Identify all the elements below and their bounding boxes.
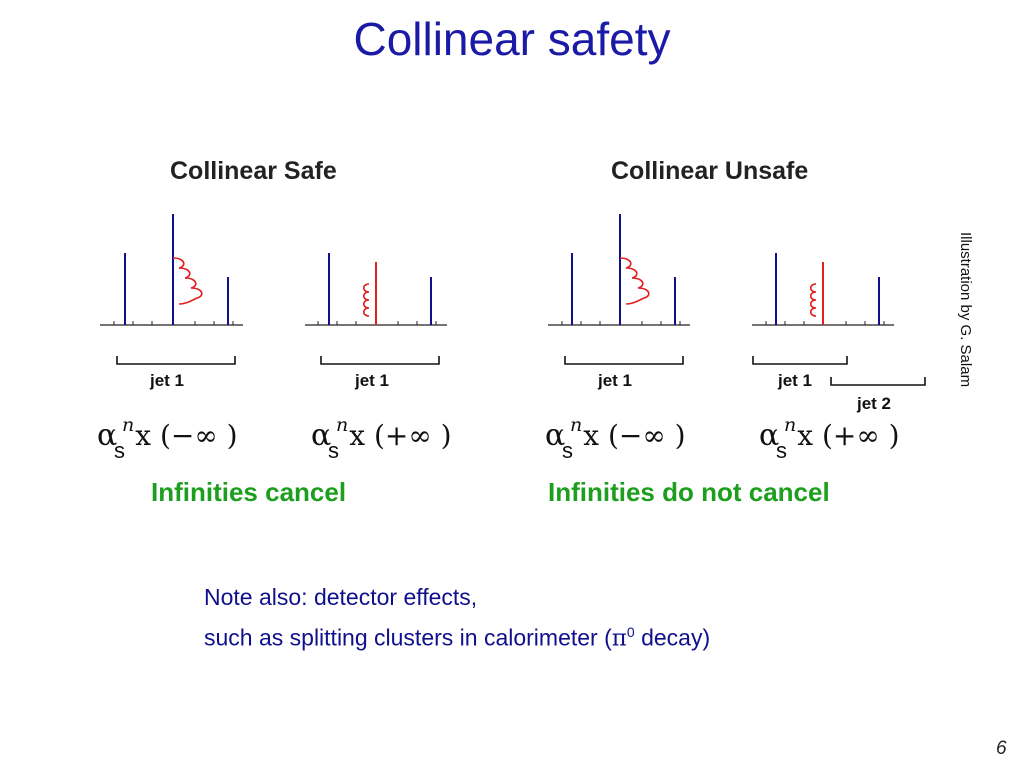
jet-bracket [752,356,848,365]
jet-label: jet 1 [150,371,185,390]
safe-conclusion: Infinities cancel [151,477,347,507]
alpha-symbol: α [545,418,566,453]
formula-subscript: s [114,438,125,463]
illustration-credit: Illustration by G. Salam [957,232,974,388]
jet2-bracket [830,377,926,386]
formula-sign: −∞ [618,419,666,452]
formula-superscript: n [784,414,797,436]
jet-label: jet 1 [778,371,813,390]
formula-subscript: s [562,438,573,463]
formula-superscript: n [122,414,135,436]
virtual-gluon-loop [172,257,203,305]
unsafe-conclusion: Infinities do not cancel [548,477,830,507]
diagram-safe-virtual [100,214,243,365]
real-gluon [362,283,370,317]
real-gluon [809,283,817,317]
formula-sign: +∞ [832,419,880,452]
formula-sign: +∞ [384,419,432,452]
jet-bracket [564,356,684,365]
note-line-1: Note also: detector effects, [204,584,478,610]
formula-subscript: s [328,438,339,463]
formula-superscript: n [336,414,349,436]
formula-subscript: s [776,438,787,463]
unsafe-heading: Collinear Unsafe [611,157,809,185]
note-line-2: such as splitting clusters in calorimete… [204,615,710,657]
jet2-label: jet 2 [857,394,892,413]
slide-title: Collinear safety [353,13,671,65]
detector-note: Note also: detector effects, such as spl… [204,580,710,657]
diagram-unsafe-real [752,253,926,386]
jet-label: jet 1 [355,371,390,390]
page-number: 6 [996,738,1007,759]
formula-sign: −∞ [170,419,218,452]
alpha-symbol: α [311,418,332,453]
jet-bracket [116,356,236,365]
note-line-2-prefix: such as splitting clusters in calorimete… [204,624,612,651]
safe-heading: Collinear Safe [170,157,337,185]
formula-superscript: n [570,414,583,436]
jet-label: jet 1 [598,371,633,390]
diagram-unsafe-virtual [548,214,690,365]
note-line-2-suffix: decay) [634,624,711,651]
diagram-safe-real [305,253,447,365]
pi-symbol: π [611,625,627,652]
alpha-symbol: α [97,418,118,453]
virtual-gluon-loop [619,257,650,305]
pi-superscript: 0 [626,624,635,640]
alpha-symbol: α [759,418,780,453]
jet-bracket [320,356,440,365]
